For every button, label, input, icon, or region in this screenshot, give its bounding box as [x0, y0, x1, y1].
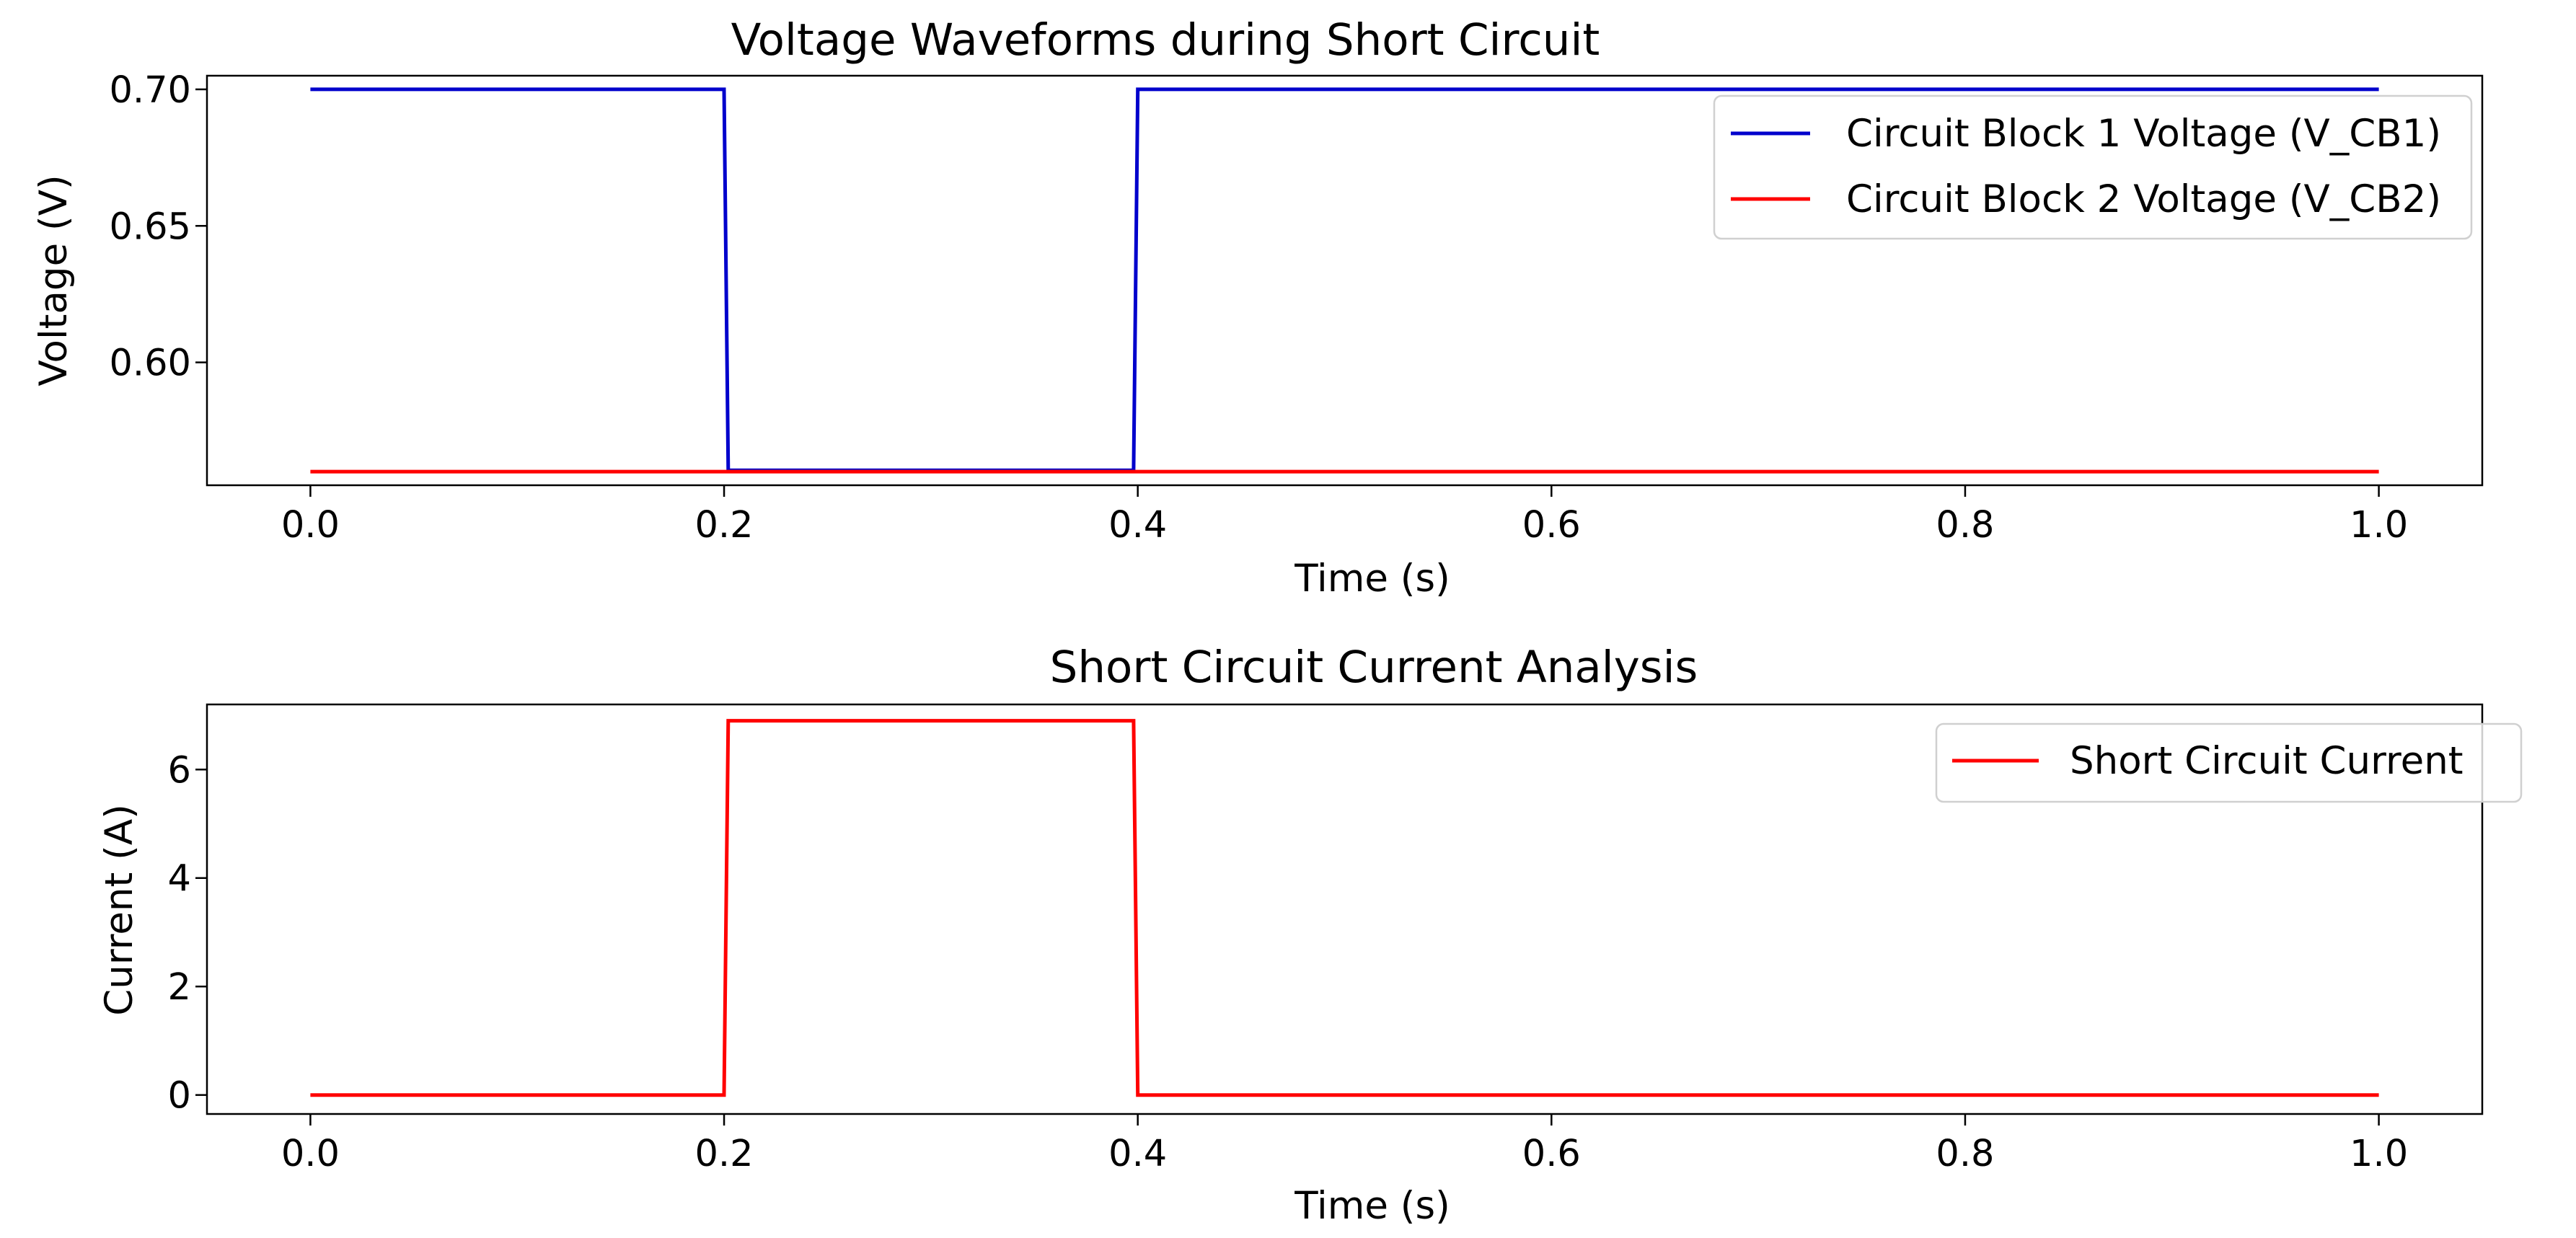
voltage-x-axis-label: Time (s): [1294, 557, 1450, 601]
voltage-x-tick-label: 0.6: [1522, 504, 1581, 547]
legend-label-v-cb2: Circuit Block 2 Voltage (V_CB2): [1846, 177, 2441, 221]
voltage-x-tick-label: 0.0: [281, 504, 340, 547]
voltage-plot-frame: [206, 74, 2484, 487]
voltage-x-ticks: 0.0 0.2 0.4 0.6 0.8 1.0: [281, 485, 2408, 547]
current-chart: Short Circuit Current Analysis 0.0 0.2 0.4…: [97, 642, 2523, 1228]
current-y-tick-label: 2: [168, 966, 191, 1009]
current-x-ticks: 0.0 0.2 0.4 0.6 0.8 1.0: [281, 1114, 2408, 1175]
current-x-tick-label: 0.4: [1108, 1133, 1167, 1175]
voltage-y-ticks: 0.60 0.65 0.70: [109, 69, 207, 385]
current-x-tick-label: 1.0: [2350, 1133, 2408, 1175]
current-y-tick-label: 4: [168, 858, 191, 901]
current-x-tick-label: 0.2: [694, 1133, 753, 1175]
current-y-tick-label: 6: [168, 749, 191, 792]
voltage-x-tick-label: 0.4: [1108, 504, 1167, 547]
legend-label-v-cb1: Circuit Block 1 Voltage (V_CB1): [1846, 112, 2441, 156]
current-series-line-0: [310, 719, 2379, 1097]
current-x-tick-label: 0.8: [1936, 1133, 1994, 1175]
voltage-y-tick-label: 0.65: [109, 205, 191, 248]
current-legend: Short Circuit Current: [1935, 722, 2523, 803]
current-legend-box: [1935, 722, 2523, 803]
voltage-legend: Circuit Block 1 Voltage (V_CB1) Circuit …: [1713, 94, 2473, 240]
voltage-x-tick-label: 0.8: [1936, 504, 1994, 547]
current-series-group: [310, 719, 2379, 1097]
current-y-axis-label: Current (A): [97, 804, 141, 1016]
voltage-x-tick-label: 1.0: [2350, 504, 2408, 547]
current-y-ticks: 0 2 4 6: [168, 749, 207, 1118]
current-x-tick-label: 0.0: [281, 1133, 340, 1175]
current-y-tick-label: 0: [168, 1075, 191, 1118]
voltage-y-axis-label: Voltage (V): [32, 174, 76, 386]
current-plot-frame: [206, 703, 2484, 1115]
legend-label-current: Short Circuit Current: [2070, 739, 2463, 783]
voltage-chart: Voltage Waveforms during Short Circuit 0…: [32, 14, 2484, 601]
current-x-axis-label: Time (s): [1294, 1184, 1450, 1228]
current-x-tick-label: 0.6: [1522, 1133, 1581, 1175]
voltage-legend-box: [1713, 94, 2473, 240]
voltage-series-group: [310, 87, 2379, 474]
current-chart-title: Short Circuit Current Analysis: [1050, 642, 1698, 693]
voltage-x-tick-label: 0.2: [694, 504, 753, 547]
voltage-y-tick-label: 0.70: [109, 69, 191, 112]
voltage-chart-title: Voltage Waveforms during Short Circuit: [731, 14, 1600, 66]
voltage-y-tick-label: 0.60: [109, 342, 191, 385]
